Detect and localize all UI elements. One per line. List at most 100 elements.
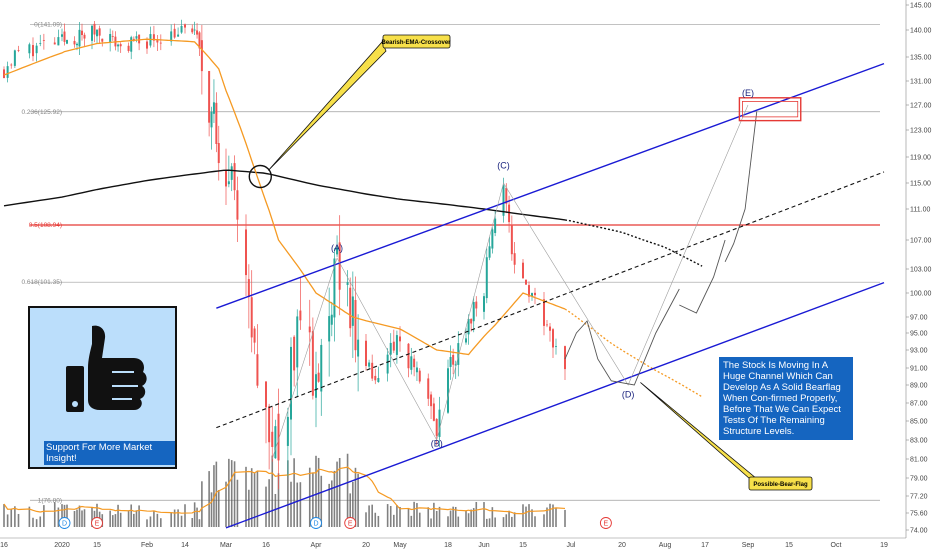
- candle-body: [317, 372, 320, 382]
- candle-body: [200, 40, 203, 72]
- support-panel[interactable]: Support For More Market Insight!: [28, 306, 177, 469]
- candle-body: [146, 41, 148, 49]
- candle-body: [277, 413, 280, 461]
- volume-bar: [173, 509, 176, 527]
- time-tick-label: 20: [618, 542, 626, 549]
- volume-bar: [96, 503, 98, 527]
- volume-bar: [268, 479, 270, 527]
- volume-bar: [3, 504, 5, 527]
- time-tick-label: 18: [444, 542, 452, 549]
- candle-body: [407, 343, 410, 369]
- candle-body: [127, 45, 130, 51]
- volume-bar: [225, 481, 227, 527]
- volume-bar: [472, 508, 475, 527]
- volume-bar: [389, 506, 392, 527]
- candle-body: [177, 34, 180, 37]
- candle-body: [365, 340, 367, 366]
- volume-bar: [78, 505, 81, 527]
- candle-body: [427, 378, 430, 399]
- volume-bar: [475, 501, 478, 527]
- channel-lower-line: [225, 281, 885, 529]
- candle-body: [227, 181, 230, 185]
- channel-midline: [216, 171, 885, 429]
- candle-body: [119, 44, 122, 47]
- crossover-marker-circle: [248, 164, 272, 189]
- candle-body: [328, 316, 331, 342]
- candle-body: [138, 34, 141, 44]
- candle-body: [413, 358, 416, 368]
- candle-body: [225, 170, 227, 187]
- candle-body: [53, 42, 56, 45]
- time-tick-label: 15: [785, 542, 793, 549]
- volume-bar: [447, 516, 449, 527]
- price-tick-label: 145.00: [910, 3, 932, 10]
- volume-bar: [393, 514, 395, 527]
- candle-body: [247, 279, 250, 297]
- volume-bar: [256, 470, 259, 527]
- volume-bar: [352, 481, 354, 527]
- volume-bar: [438, 506, 441, 527]
- volume-bar: [491, 507, 494, 527]
- candle-body: [28, 44, 31, 54]
- candle-body: [109, 34, 112, 43]
- time-tick-label: 20: [362, 542, 370, 549]
- candle-body: [42, 40, 45, 41]
- volume-bar: [149, 516, 152, 527]
- candle-body: [452, 354, 455, 365]
- candle-body: [357, 339, 360, 357]
- time-tick-label: 15: [519, 542, 527, 549]
- candle-body: [389, 342, 392, 355]
- volume-bar: [230, 460, 233, 527]
- candle-body: [508, 204, 511, 223]
- candle-body: [308, 326, 311, 333]
- callouts: Bearish-EMA-Crossover Possible-Bear-Flag: [248, 34, 813, 491]
- time-tick-label: Jun: [478, 542, 489, 549]
- price-tick-label: 131.00: [910, 79, 932, 86]
- price-tick-label: 75.60: [910, 511, 928, 518]
- volume-bar: [153, 511, 155, 527]
- bearflag-callout-label: Possible-Bear-Flag: [753, 482, 808, 488]
- event-marker-letter: D: [62, 521, 67, 528]
- volume-bar: [346, 453, 349, 527]
- volume-bar: [349, 493, 352, 527]
- event-marker-letter: E: [348, 521, 353, 528]
- candle-body: [349, 287, 352, 329]
- candle-body: [296, 316, 299, 368]
- volume-bar: [43, 505, 45, 527]
- candle-body: [543, 299, 545, 326]
- candle-body: [435, 418, 438, 436]
- candle-body: [505, 187, 508, 204]
- candle-body: [564, 346, 566, 370]
- price-tick-label: 103.00: [910, 267, 932, 274]
- volume-bar: [465, 510, 467, 527]
- volume-bar: [213, 465, 215, 527]
- volume-bar: [201, 481, 203, 527]
- candle-body: [245, 229, 247, 276]
- candle-body: [311, 331, 314, 396]
- volume-bar: [180, 515, 183, 527]
- event-marker-letter: E: [95, 521, 100, 528]
- price-tick-label: 97.00: [910, 315, 928, 322]
- volume-bar: [317, 457, 320, 527]
- dividend-marker: [58, 517, 71, 529]
- volume-bar: [427, 507, 430, 527]
- candle-body: [546, 324, 548, 326]
- candle-body: [488, 246, 491, 258]
- candle-body: [210, 111, 213, 128]
- volume-bar: [330, 480, 333, 527]
- volume-bar: [217, 490, 220, 527]
- volume-bar: [435, 510, 438, 527]
- candle-body: [465, 338, 467, 343]
- volume-bar: [233, 461, 236, 527]
- volume-bar: [215, 461, 218, 527]
- volume-bar: [170, 512, 172, 527]
- time-tick-label: 14: [181, 542, 189, 549]
- volume-bar: [368, 505, 370, 527]
- volume-bar: [552, 504, 554, 527]
- volume-bar: [191, 518, 194, 527]
- candle-body: [170, 31, 173, 42]
- candle-body: [552, 329, 554, 348]
- candle-body: [117, 44, 120, 47]
